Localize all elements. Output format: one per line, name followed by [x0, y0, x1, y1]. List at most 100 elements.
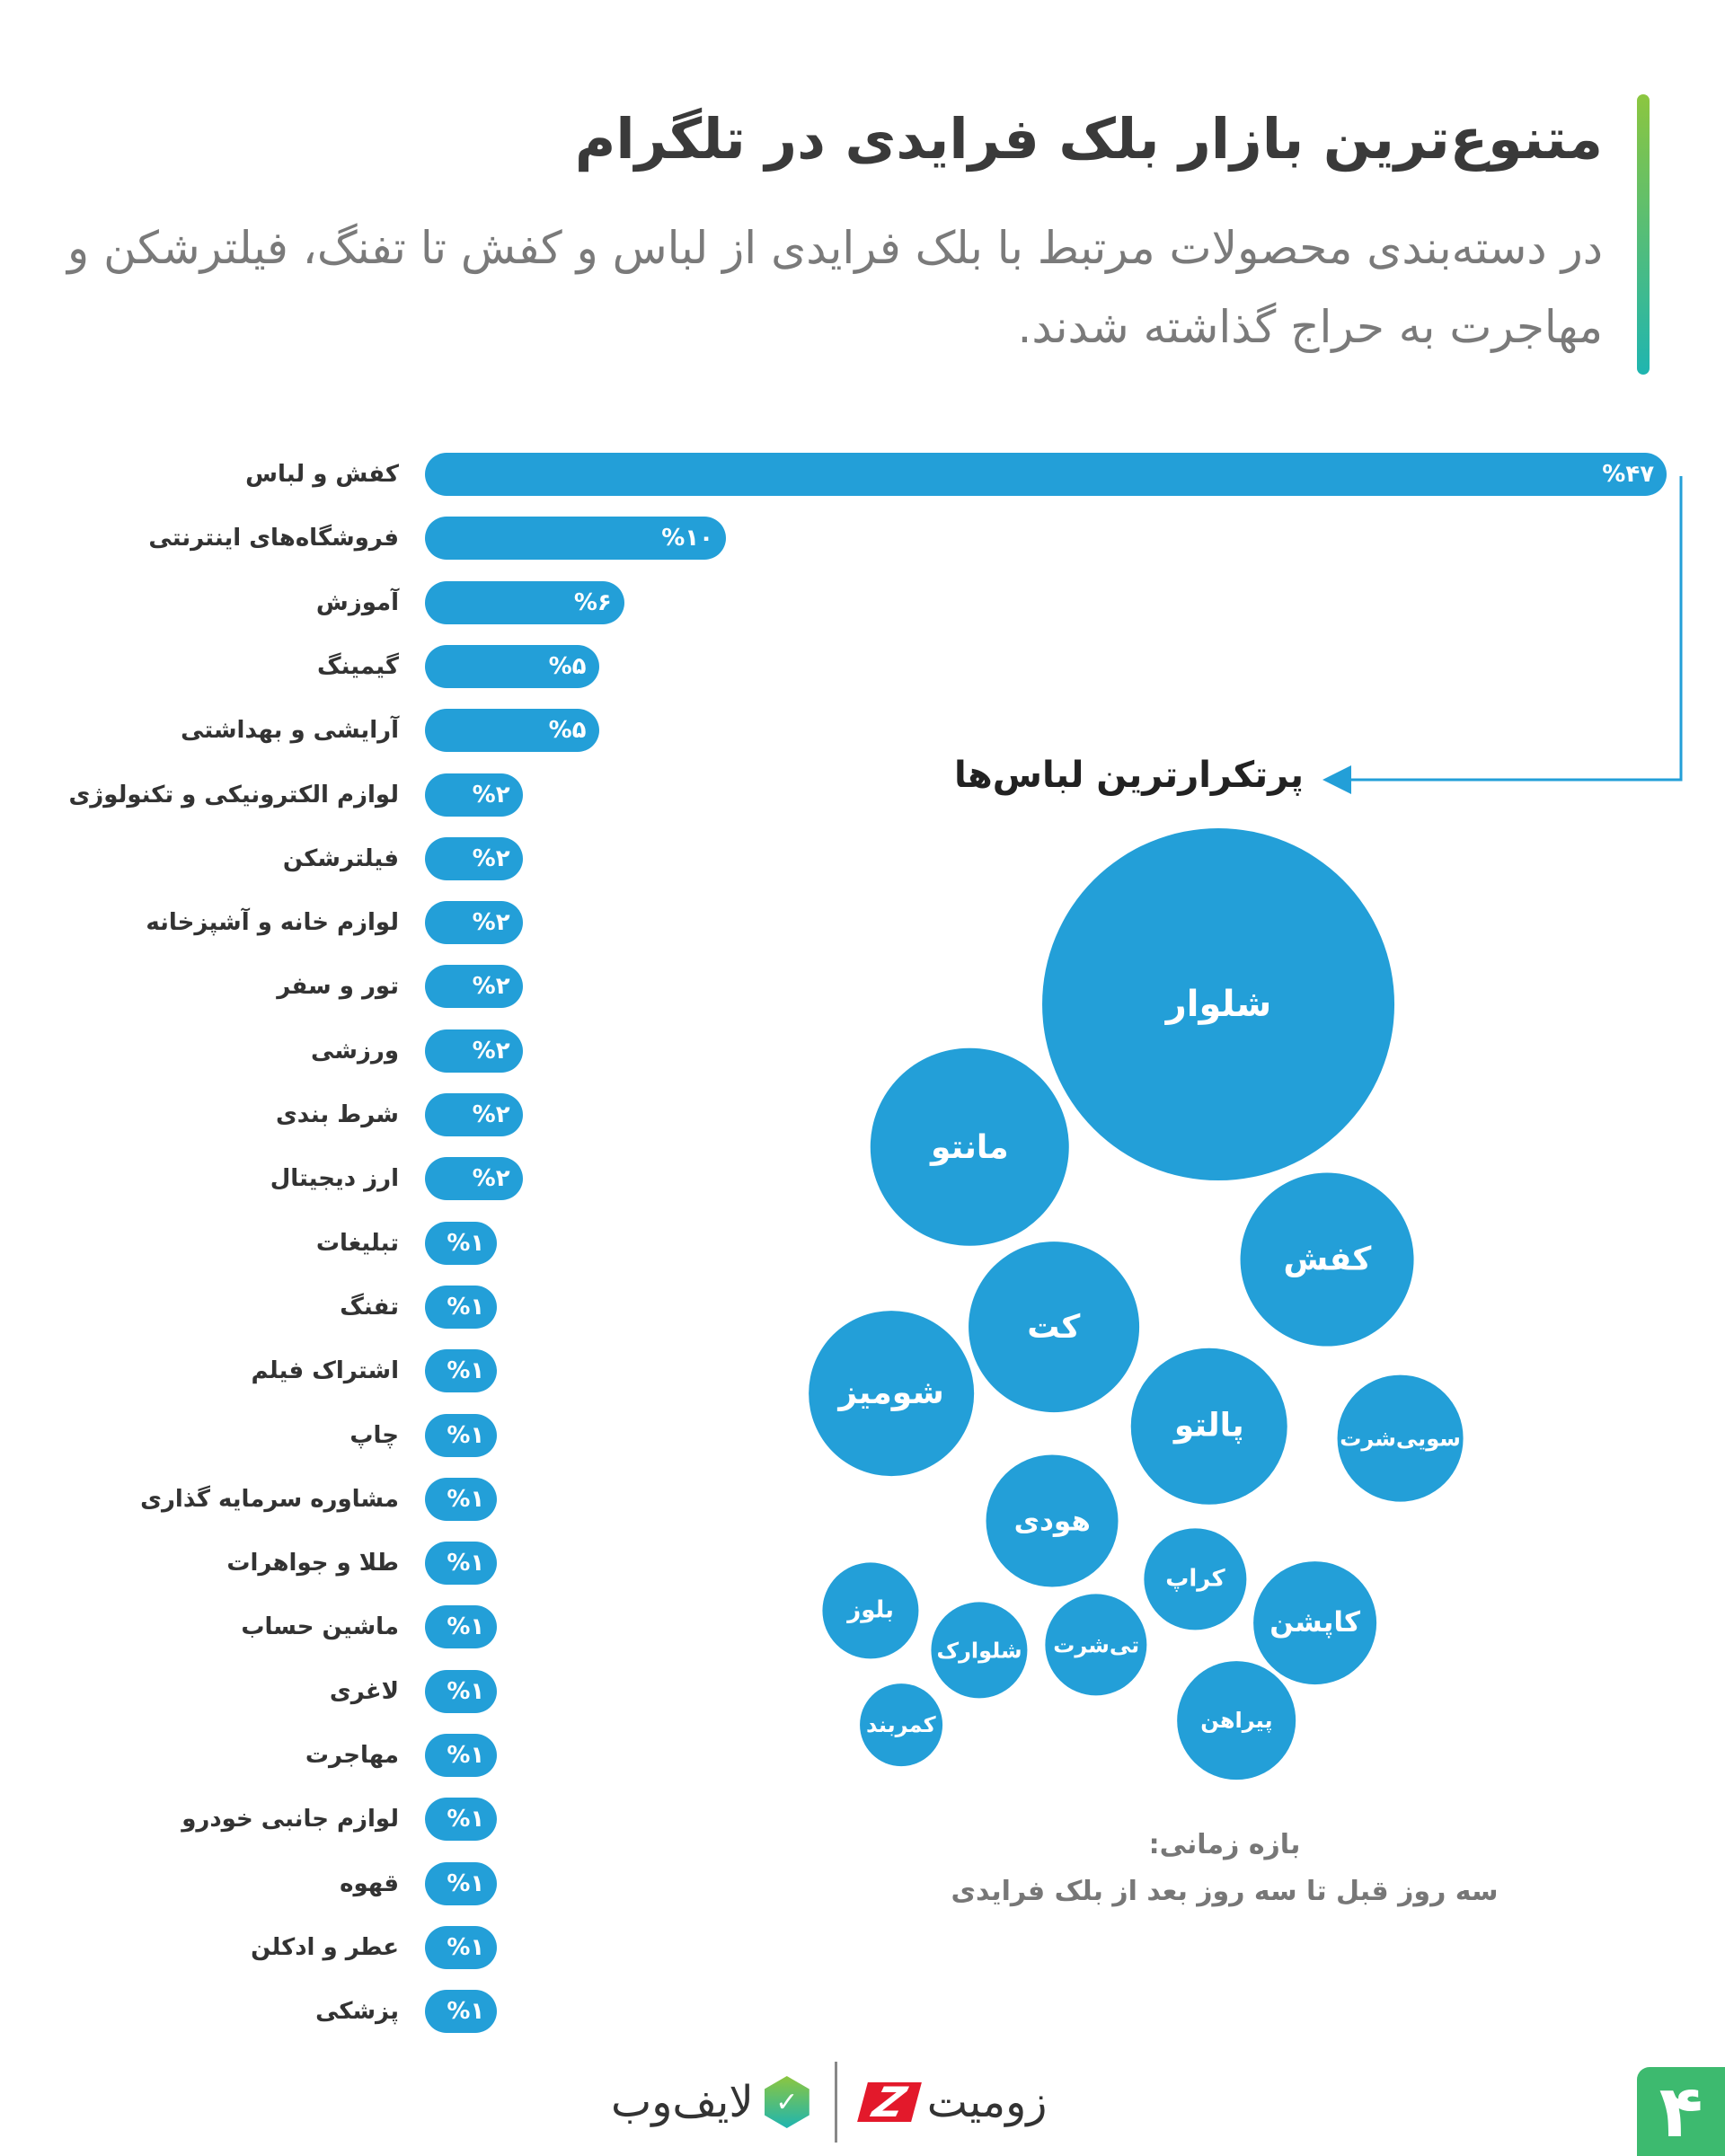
lifeweb-logo: ✓ لایف‌وب [611, 2076, 809, 2128]
bubble: کمربند [859, 1683, 942, 1766]
bar: %۲ [425, 1029, 523, 1073]
bar: %۱ [425, 1542, 498, 1586]
bar-label: طلا و جواهرات [226, 1550, 399, 1577]
bar-label: ورزشی [311, 1037, 399, 1065]
bar: %۱ [425, 1669, 498, 1713]
zoomit-text: زومیت [926, 2077, 1048, 2127]
page-subtitle: در دسته‌بندی محصولات مرتبط با بلک فرایدی… [67, 222, 1603, 353]
bar-value-label: %۱ [447, 1933, 485, 1961]
bar: %۱ [425, 1798, 498, 1842]
bubble: سویی‌شرت [1337, 1375, 1464, 1502]
bubble: کاپشن [1252, 1560, 1377, 1685]
bar-value-label: %۲ [472, 781, 510, 808]
bar-label: تفنگ [340, 1293, 399, 1321]
bar-value-label: %۶ [573, 588, 612, 616]
time-range-label: بازه زمانی: [1148, 1829, 1301, 1860]
bar-label: کفش و لباس [245, 461, 399, 488]
bar: %۲ [425, 1157, 523, 1201]
bar-value-label: %۱ [447, 1229, 485, 1257]
bar-label: لاغری [329, 1677, 399, 1705]
bar-value-label: %۱ [447, 1677, 485, 1705]
bar-value-label: %۲ [472, 1101, 510, 1128]
bar-label: لوازم الکترونیکی و تکنولوژی [68, 781, 399, 808]
bar: %۲ [425, 965, 523, 1009]
time-range-value: سه روز قبل تا سه روز بعد از بلک فرایدی [951, 1876, 1499, 1907]
bubble: بلوز [822, 1562, 919, 1659]
bar: %۱ [425, 1990, 498, 2034]
bar-label: مهاجرت [305, 1742, 399, 1769]
bar-value-label: %۱ [447, 1293, 485, 1321]
bar-label: تور و سفر [277, 973, 399, 1001]
bar-label: تبلیغات [315, 1229, 399, 1257]
bar-label: آموزش [315, 588, 399, 616]
bar: %۱ [425, 1221, 498, 1265]
arrow-head-icon [1322, 765, 1351, 794]
bar: %۱ [425, 1349, 498, 1393]
bar: %۵ [425, 709, 599, 753]
lifeweb-text: لایف‌وب [611, 2077, 754, 2127]
bar-label: عطر و ادکلن [251, 1933, 399, 1961]
bar-value-label: %۱ [447, 1806, 485, 1833]
bar: %۲ [425, 773, 523, 817]
bar: %۱ [425, 1925, 498, 1969]
bar-label: آرایشی و بهداشتی [181, 717, 399, 745]
bar: %۲ [425, 901, 523, 945]
bar-value-label: %۲ [472, 844, 510, 872]
bar: %۱ [425, 1413, 498, 1457]
bar-value-label: %۱ [447, 1357, 485, 1385]
bubble: پالتو [1130, 1348, 1287, 1505]
bar-value-label: %۲ [472, 973, 510, 1001]
bar: %۱ [425, 1285, 498, 1329]
bar-label: فیلترشکن [282, 844, 399, 872]
page-number: ۴ [1637, 2067, 1725, 2156]
bar-label: پزشکی [315, 1998, 399, 2026]
bar-value-label: %۲ [472, 909, 510, 937]
bubble: شلوار [1042, 827, 1395, 1180]
bar-value-label: %۲ [472, 1165, 510, 1193]
bubble: کت [968, 1241, 1139, 1413]
bubble: کراپ [1144, 1527, 1247, 1630]
footer-divider [834, 2062, 837, 2143]
bar-value-label: %۴۷ [1602, 461, 1655, 488]
bar: %۴۷ [425, 453, 1668, 496]
bar-value-label: %۱ [447, 1421, 485, 1449]
accent-bar [1637, 94, 1650, 375]
zoomit-logo: زومیت Z [856, 2077, 1048, 2127]
lifeweb-check-icon: ✓ [764, 2076, 809, 2128]
bubble-chart-title: پرتکرارترین لباس‌ها [954, 755, 1304, 796]
connector-arrow [1322, 476, 1683, 794]
connector-line [1339, 476, 1683, 782]
bar: %۱۰ [425, 517, 726, 561]
bar-value-label: %۱ [447, 1485, 485, 1513]
bar-label: لوازم جانبی خودرو [181, 1806, 399, 1833]
bar-label: قهوه [340, 1869, 399, 1897]
bar-value-label: %۲ [472, 1037, 510, 1065]
bar-label: گیمینگ [316, 652, 399, 680]
bar: %۲ [425, 1093, 523, 1136]
bar-value-label: %۱ [447, 1742, 485, 1769]
bubble: کفش [1240, 1172, 1414, 1347]
bar-value-label: %۱ [447, 1550, 485, 1577]
bar-label: فروشگاه‌های اینترنتی [148, 525, 399, 552]
bar: %۲ [425, 836, 523, 880]
bar-label: مشاوره سرمایه گذاری [140, 1485, 399, 1513]
bubble: پیراهن [1177, 1661, 1296, 1780]
page-title: متنوع‌ترین بازار بلک فرایدی در تلگرام [574, 106, 1603, 172]
footer-logos: زومیت Z ✓ لایف‌وب [611, 2062, 1048, 2143]
bar-value-label: %۱۰ [661, 525, 713, 552]
bar-label: چاپ [349, 1421, 399, 1449]
bar: %۱ [425, 1734, 498, 1777]
bar-value-label: %۵ [548, 717, 587, 745]
bubble: شلوارک [931, 1602, 1028, 1699]
bar-value-label: %۱ [447, 1998, 485, 2026]
bar: %۱ [425, 1861, 498, 1905]
bar: %۱ [425, 1477, 498, 1521]
bubble: شومیز [809, 1311, 974, 1476]
bar-label: لوازم خانه و آشپزخانه [146, 909, 399, 937]
bar: %۱ [425, 1605, 498, 1649]
bar-label: ماشین حساب [241, 1613, 399, 1641]
bar-value-label: %۱ [447, 1869, 485, 1897]
zoomit-z-icon: Z [856, 2078, 922, 2126]
bar-value-label: %۵ [548, 652, 587, 680]
bar: %۶ [425, 580, 624, 624]
